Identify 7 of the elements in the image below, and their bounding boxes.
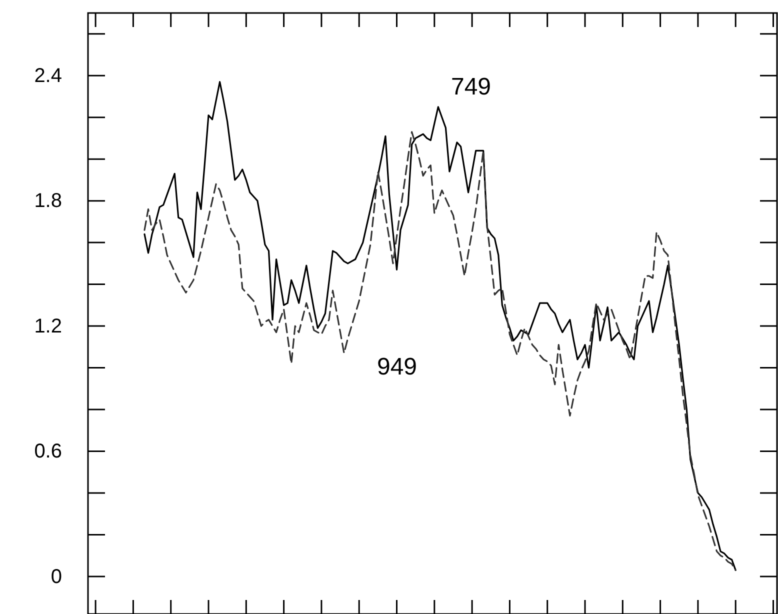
y-tick-label: 0 <box>50 566 62 588</box>
y-tick-label: 1.8 <box>34 190 62 212</box>
y-tick-label: 1.2 <box>34 315 62 338</box>
y-tick-label: 0.6 <box>34 440 62 463</box>
y-tick-label: 2.4 <box>34 65 62 88</box>
series-label: 749 <box>450 73 492 100</box>
series-label: 949 <box>376 353 418 380</box>
